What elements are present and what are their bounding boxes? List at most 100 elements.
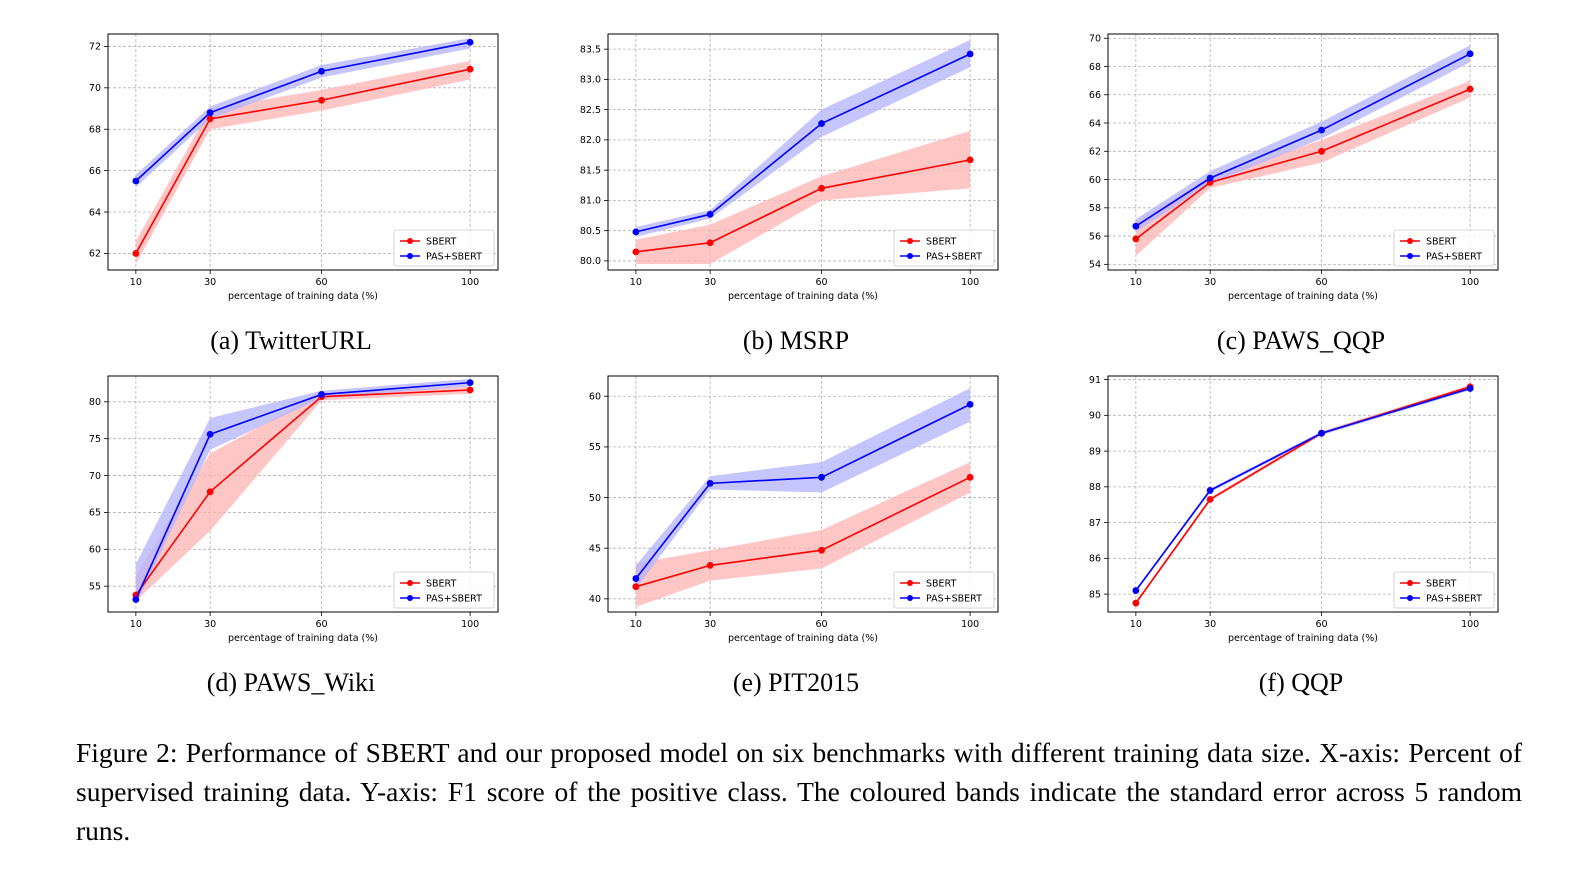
- y-tick-label: 81.5: [580, 165, 601, 176]
- legend-marker: [907, 580, 913, 586]
- data-point-sbert: [206, 115, 214, 123]
- x-tick-label: 30: [704, 619, 716, 630]
- x-axis-label: percentage of training data (%): [728, 291, 878, 302]
- data-point-pas-sbert: [1206, 174, 1214, 182]
- x-tick-label: 10: [1130, 619, 1142, 630]
- legend-label: PAS+SBERT: [426, 593, 482, 604]
- series-line-pas-sbert: [1135, 387, 1471, 592]
- y-tick-label: 64: [1089, 118, 1101, 129]
- error-band-sbert: [635, 462, 971, 607]
- legend-box: [393, 229, 495, 267]
- data-point-pas-sbert: [966, 50, 974, 58]
- series-line-pas-sbert: [635, 403, 971, 580]
- y-tick-label: 87: [1089, 518, 1101, 529]
- x-axis-label: percentage of training data (%): [228, 291, 378, 302]
- legend-marker: [407, 580, 413, 586]
- y-tick-label: 72: [89, 42, 101, 53]
- y-tick-label: 88: [1089, 482, 1101, 493]
- y-tick-label: 64: [89, 207, 101, 218]
- plot-frame: [1107, 375, 1499, 613]
- figure-caption: Figure 2: Performance of SBERT and our p…: [76, 737, 1522, 846]
- plot-frame: [1107, 33, 1499, 271]
- data-point-pas-sbert: [466, 38, 474, 46]
- data-point-pas-sbert: [818, 473, 825, 481]
- data-point-sbert: [466, 386, 474, 394]
- x-tick-label: 30: [204, 619, 216, 630]
- data-point-pas-sbert: [632, 575, 640, 582]
- y-tick-label: 55: [89, 581, 101, 592]
- plot-frame: [107, 375, 499, 613]
- data-point-pas-sbert: [132, 596, 140, 603]
- y-tick-label: 45: [589, 543, 601, 554]
- subfigure-caption-b: (b) MSRP: [742, 326, 850, 355]
- x-tick-label: 100: [461, 619, 479, 630]
- x-tick-label: 100: [1461, 277, 1479, 288]
- plot-frame: [107, 33, 499, 271]
- legend-label: SBERT: [1426, 236, 1456, 247]
- y-tick-label: 68: [1089, 62, 1101, 73]
- subfigure-caption-e: (e) PIT2015: [732, 668, 860, 697]
- y-tick-label: 56: [1089, 231, 1101, 242]
- subfigure-caption-d: (d) PAWS_Wiki: [206, 668, 376, 697]
- data-point-pas-sbert: [206, 430, 214, 438]
- y-tick-label: 60: [1089, 175, 1101, 186]
- x-tick-label: 30: [1204, 277, 1216, 288]
- data-point-pas-sbert: [632, 228, 640, 236]
- error-band-sbert: [135, 386, 471, 601]
- error-band-pas-sbert: [135, 38, 471, 188]
- data-point-sbert: [132, 250, 140, 257]
- data-point-sbert: [966, 156, 974, 164]
- legend-label: PAS+SBERT: [426, 251, 482, 262]
- data-point-pas-sbert: [132, 177, 140, 185]
- legend-box: [1393, 571, 1495, 609]
- legend-box: [393, 571, 495, 609]
- y-tick-label: 66: [1089, 90, 1101, 101]
- y-tick-label: 54: [1089, 260, 1101, 271]
- y-tick-label: 91: [1089, 375, 1101, 386]
- data-point-pas-sbert: [706, 210, 714, 218]
- legend-label: SBERT: [926, 236, 956, 247]
- x-axis-label: percentage of training data (%): [1228, 633, 1378, 644]
- data-point-pas-sbert: [1466, 50, 1474, 58]
- x-tick-label: 10: [630, 277, 642, 288]
- chart-msrp: 10 30 60 100 80.0 80.5 81.0 81.5 82.0 82.5 83.0 83.…: [580, 33, 999, 302]
- y-tick-label: 70: [89, 471, 101, 482]
- series-line-sbert: [1135, 385, 1471, 604]
- y-tick-label: 86: [1089, 554, 1101, 565]
- y-tick-label: 62: [1089, 147, 1101, 158]
- series-line-pas-sbert: [135, 381, 471, 600]
- data-point-pas-sbert: [818, 120, 825, 127]
- data-point-pas-sbert: [1132, 222, 1140, 230]
- y-tick-label: 82.5: [580, 105, 601, 116]
- x-tick-label: 30: [1204, 619, 1216, 630]
- data-point-sbert: [706, 239, 714, 247]
- x-axis-label: percentage of training data (%): [1228, 291, 1378, 302]
- error-band-pas-sbert: [1135, 386, 1471, 593]
- x-tick-label: 10: [130, 619, 142, 630]
- y-tick-label: 55: [589, 442, 601, 453]
- error-band-pas-sbert: [135, 378, 471, 605]
- series-line-pas-sbert: [1135, 53, 1471, 227]
- data-point-sbert: [818, 184, 825, 192]
- x-tick-label: 60: [316, 619, 328, 630]
- x-tick-label: 100: [961, 277, 979, 288]
- subfigure-caption-c: (c) PAWS_QQP: [1216, 326, 1386, 355]
- chart-twitterurl: 10 30 60 100 62 64 66 68 70 72 percentage of train…: [89, 33, 499, 302]
- data-point-pas-sbert: [1206, 487, 1214, 494]
- chart-paws-wiki: 10 30 60 100 55 60 65 70 75 80 percentage of train…: [89, 375, 499, 644]
- data-point-sbert: [206, 488, 214, 496]
- legend-marker: [407, 238, 413, 244]
- data-point-pas-sbert: [466, 379, 474, 387]
- y-tick-label: 81.0: [580, 196, 601, 207]
- data-point-sbert: [1132, 599, 1140, 607]
- y-tick-label: 70: [89, 83, 101, 94]
- series-line-pas-sbert: [635, 53, 971, 233]
- series-line-pas-sbert: [135, 41, 471, 182]
- chart-paws-qqp: 10 30 60 100 54 56 58 60 62 64 66 68 70 percentage of…: [1089, 33, 1499, 302]
- legend-marker: [1407, 253, 1413, 259]
- series-line-sbert: [135, 389, 471, 596]
- x-tick-label: 60: [816, 619, 828, 630]
- legend-label: SBERT: [1426, 578, 1456, 589]
- data-point-sbert: [706, 562, 714, 569]
